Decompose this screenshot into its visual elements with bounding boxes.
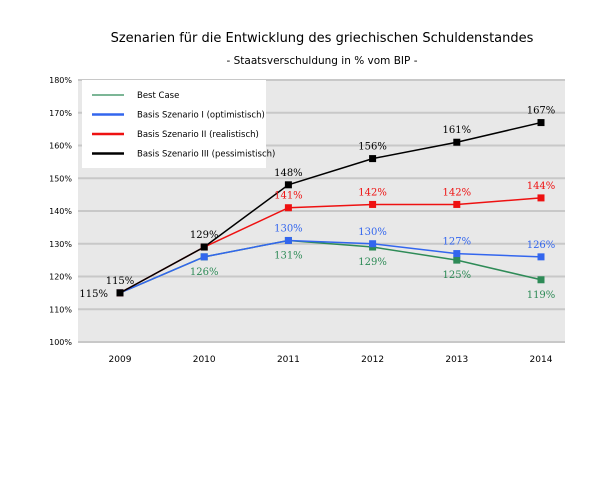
data-label: 156% — [358, 142, 387, 153]
data-point-2 — [453, 200, 461, 208]
series-line-1 — [119, 239, 542, 294]
data-point-1 — [284, 236, 292, 244]
y-tick-label: 160% — [49, 142, 72, 151]
y-tick-label: 170% — [49, 109, 72, 118]
chart-title: Szenarien für die Entwicklung des griech… — [111, 31, 534, 46]
data-label: 129% — [358, 257, 387, 268]
data-label: 127% — [443, 237, 472, 248]
y-tick-label: 180% — [49, 76, 72, 85]
y-tick-label: 100% — [49, 338, 72, 347]
x-tick-label: 2012 — [361, 355, 384, 365]
data-label: 167% — [527, 106, 556, 117]
data-label: 130% — [274, 223, 303, 234]
data-label: 129% — [190, 230, 219, 241]
y-tick-label: 140% — [49, 207, 72, 216]
data-label: 126% — [527, 240, 556, 251]
data-label: 119% — [527, 290, 556, 301]
data-point-1 — [537, 253, 545, 261]
y-tick-label: 120% — [49, 273, 72, 282]
data-point-3 — [453, 138, 461, 146]
y-tick-label: 130% — [49, 240, 72, 249]
data-point-3 — [116, 289, 124, 297]
data-point-3 — [200, 243, 208, 251]
legend-label: Best Case — [137, 91, 179, 101]
x-tick-label: 2009 — [109, 355, 132, 365]
legend-label: Basis Szenario I (optimistisch) — [137, 111, 265, 121]
y-tick-label: 150% — [49, 174, 72, 183]
data-label: 148% — [274, 168, 303, 179]
legend-label: Basis Szenario II (realistisch) — [137, 130, 259, 140]
data-point-1 — [453, 250, 461, 258]
data-point-1 — [369, 240, 377, 248]
data-label: 126% — [190, 267, 219, 278]
data-label: 125% — [443, 270, 472, 281]
data-label: 131% — [274, 250, 303, 261]
data-label: 115% — [106, 276, 135, 287]
chart-subtitle: - Staatsverschuldung in % vom BIP - — [227, 55, 418, 67]
x-tick-label: 2011 — [277, 355, 300, 365]
data-label: 142% — [358, 187, 387, 198]
data-label: 161% — [443, 125, 472, 136]
x-tick-label: 2010 — [193, 355, 216, 365]
data-label: 130% — [358, 227, 387, 238]
y-tick-label: 110% — [49, 305, 72, 314]
data-point-0 — [453, 256, 461, 264]
data-point-2 — [537, 194, 545, 202]
legend-label: Basis Szenario III (pessimistisch) — [137, 150, 275, 160]
data-label: 142% — [443, 187, 472, 198]
data-label: 144% — [527, 181, 556, 192]
x-tick-label: 2014 — [530, 355, 553, 365]
series-line-3 — [119, 121, 542, 294]
data-point-3 — [537, 119, 545, 127]
data-label: 115% — [79, 289, 108, 300]
data-point-3 — [284, 181, 292, 189]
data-label: 141% — [274, 191, 303, 202]
data-point-0 — [537, 276, 545, 284]
x-tick-label: 2013 — [445, 355, 468, 365]
data-point-3 — [369, 155, 377, 163]
data-point-2 — [369, 200, 377, 208]
data-point-2 — [284, 204, 292, 212]
data-point-1 — [200, 253, 208, 261]
